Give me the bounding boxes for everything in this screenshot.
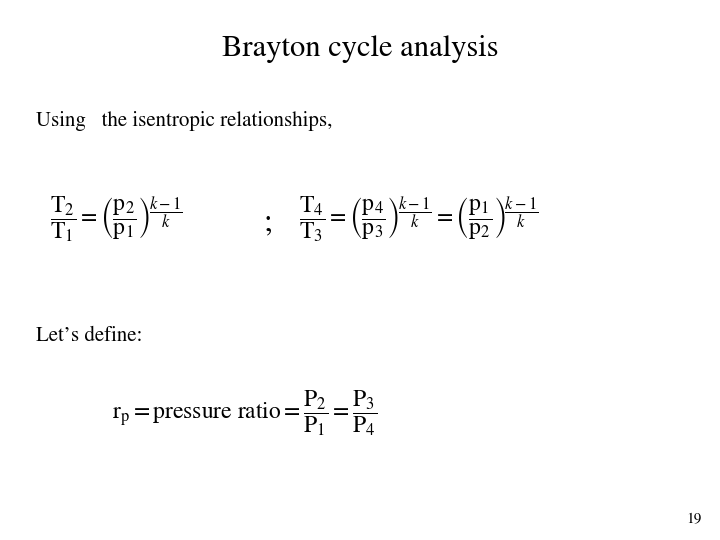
- Text: Using   the isentropic relationships,: Using the isentropic relationships,: [36, 111, 333, 131]
- Text: Brayton cycle analysis: Brayton cycle analysis: [222, 35, 498, 63]
- Text: $;$: $;$: [263, 210, 272, 239]
- Text: $\mathrm{r_p} = \mathrm{pressure\ ratio} = \dfrac{\mathrm{P_2}}{\mathrm{P_1}} = : $\mathrm{r_p} = \mathrm{pressure\ ratio}…: [112, 388, 377, 438]
- Text: 19: 19: [687, 513, 702, 526]
- Text: $\dfrac{\mathrm{T_2}}{\mathrm{T_1}} = \left(\dfrac{\mathrm{p_2}}{\mathrm{p_1}}\r: $\dfrac{\mathrm{T_2}}{\mathrm{T_1}} = \l…: [50, 194, 183, 244]
- Text: $\dfrac{\mathrm{T_4}}{\mathrm{T_3}} = \left(\dfrac{\mathrm{p_4}}{\mathrm{p_3}}\r: $\dfrac{\mathrm{T_4}}{\mathrm{T_3}} = \l…: [299, 194, 539, 244]
- Text: Let’s define:: Let’s define:: [36, 327, 143, 347]
